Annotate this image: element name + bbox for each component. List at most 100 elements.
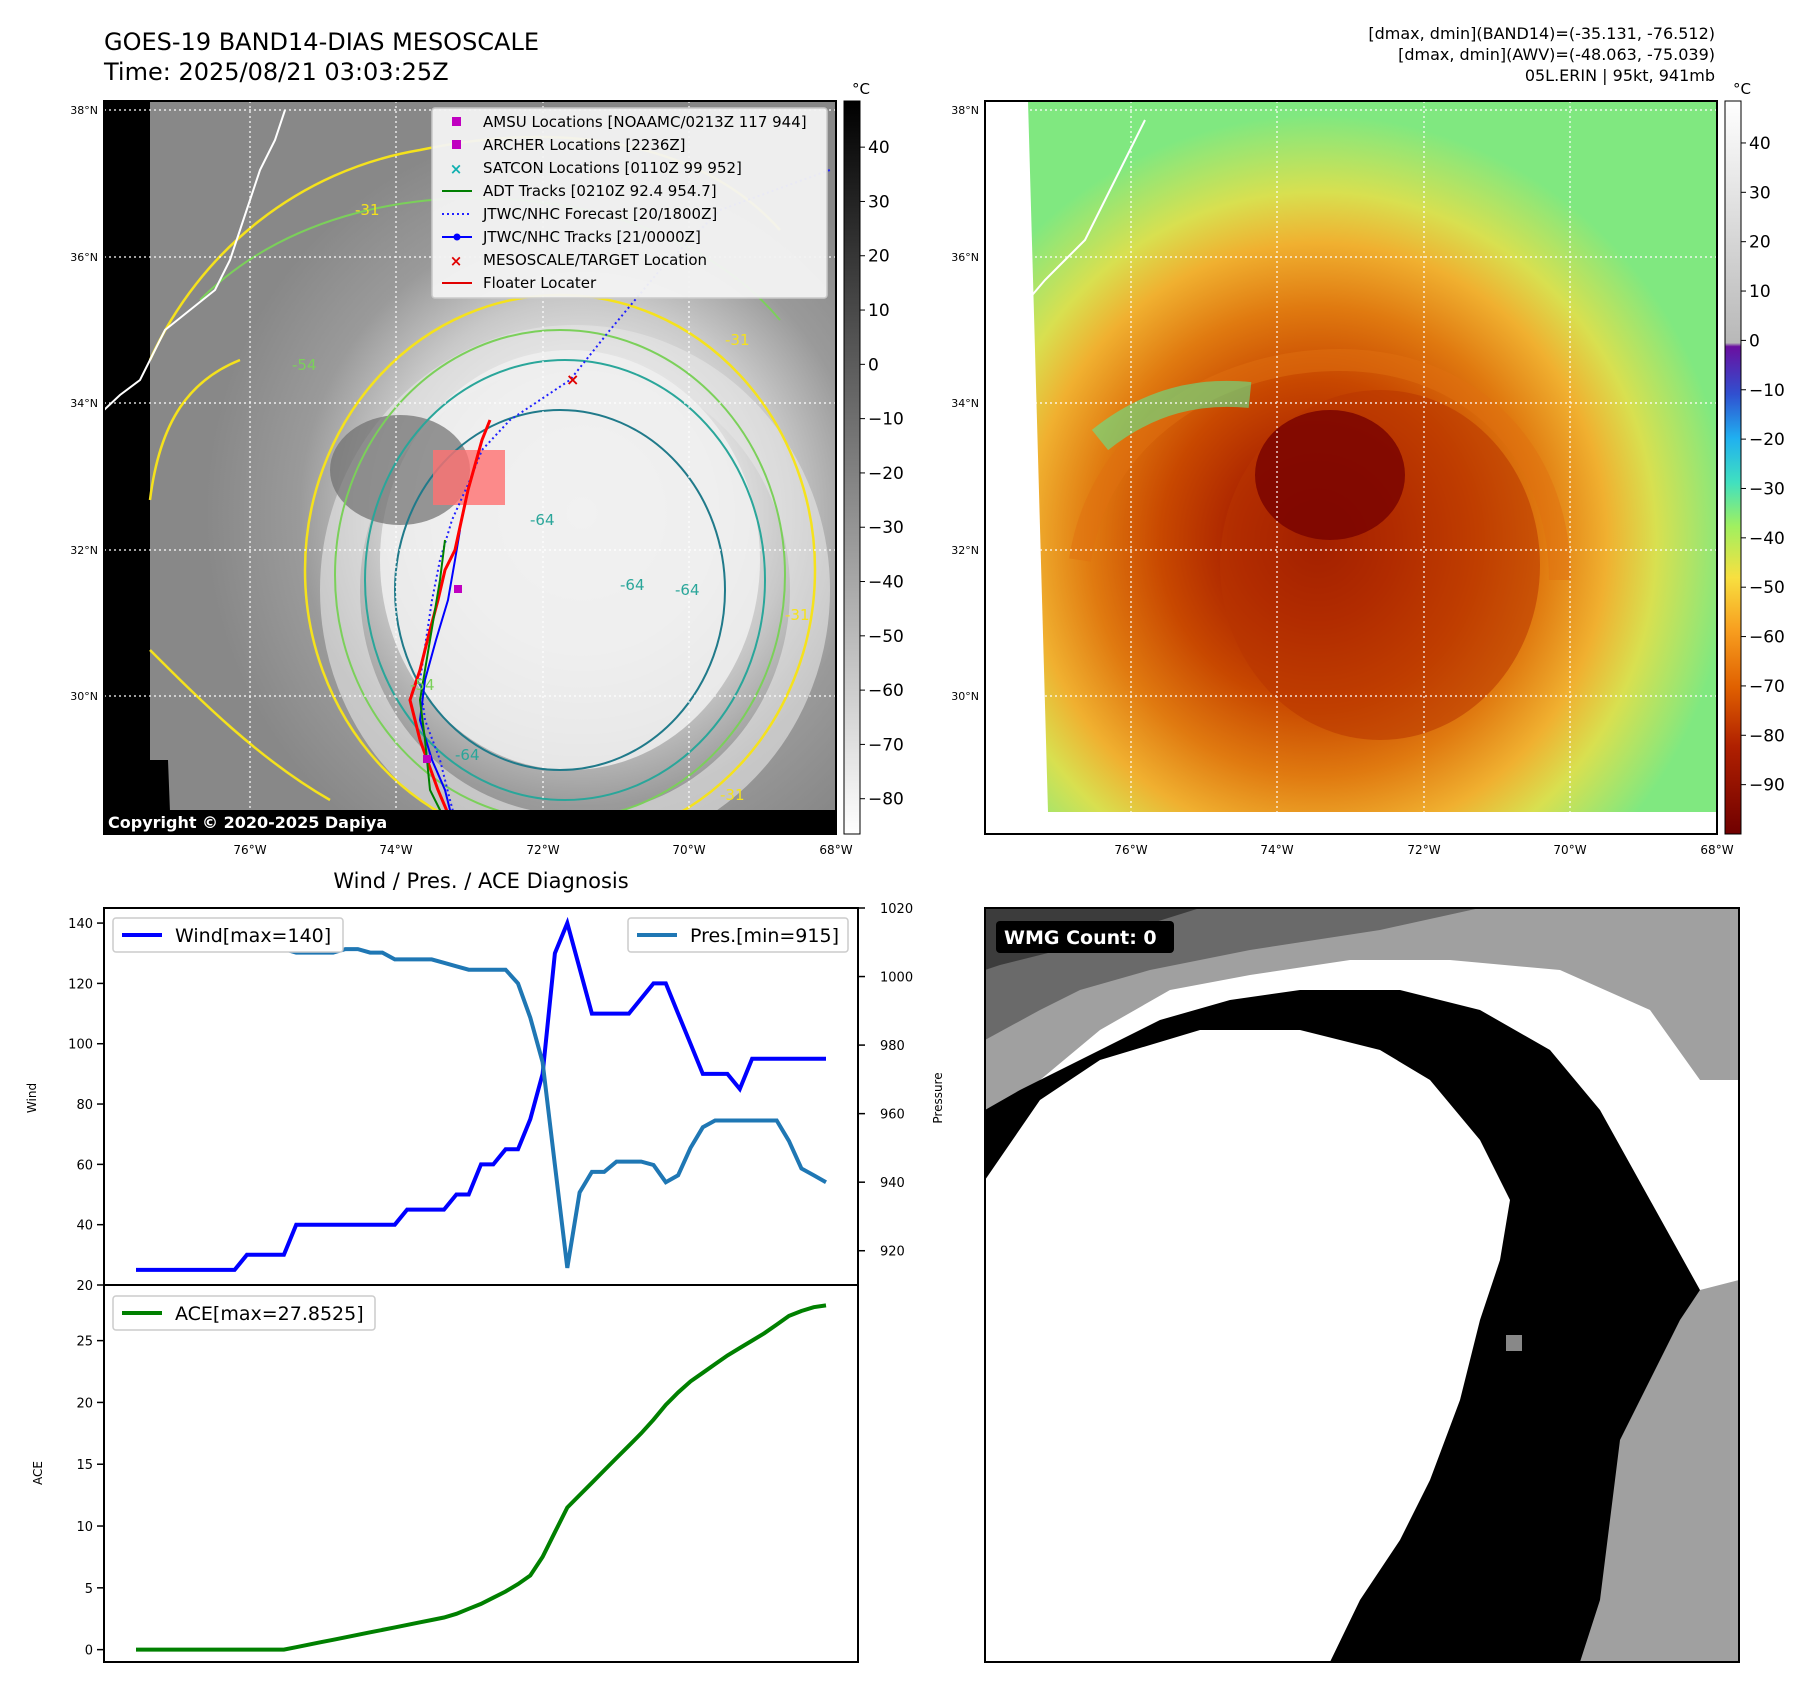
colorbar-tick-label: −10 (868, 410, 904, 430)
lon-tick-label: 74°W (379, 843, 412, 857)
legend-box (431, 107, 828, 299)
archer-marker (454, 585, 462, 593)
lat-tick-label: 36°N (70, 251, 98, 264)
y-right-tick-label: 1000 (880, 971, 913, 986)
awv-coldest-cloud (1255, 410, 1405, 540)
wind-series-line (136, 916, 826, 1272)
ace-legend: ACE[max=27.8525] (112, 1295, 376, 1331)
y-tick-label: 80 (76, 1098, 93, 1113)
ace-series-line (136, 1303, 827, 1652)
colorbar-right (1724, 100, 1742, 835)
colorbar-tick-label: 10 (1749, 282, 1771, 302)
contour-label: -31 (785, 606, 810, 624)
coastline (104, 109, 286, 411)
y-tick-label: 140 (68, 917, 93, 932)
y-right-tick-label: 1020 (880, 902, 913, 917)
floater-box (433, 450, 505, 505)
y-right-tick-label: 960 (880, 1108, 905, 1123)
pressure-legend: Pres.[min=915] (627, 917, 849, 953)
colorbar-tick-label: −20 (1749, 430, 1785, 450)
amsu-marker (423, 755, 431, 763)
y-right-tick-label: 980 (880, 1039, 905, 1054)
pressure-axis-label: Pressure (931, 1072, 945, 1123)
lat-tick-label: 34°N (70, 397, 98, 410)
contour-label: -31 (720, 786, 745, 804)
legend-label: JTWC/NHC Forecast [20/1800Z] (482, 205, 717, 223)
lat-tick-label: 30°N (951, 690, 979, 703)
colorbar-tick-label: −10 (1749, 381, 1785, 401)
legend-label: SATCON Locations [0110Z 99 952] (483, 159, 742, 177)
contour-label: -54 (410, 676, 435, 694)
lon-tick-label: 74°W (1260, 843, 1293, 857)
y-tick-label: 20 (76, 1279, 93, 1294)
y-tick-label: 0 (85, 1644, 93, 1659)
lon-tick-label: 68°W (819, 843, 852, 857)
colorbar-tick-label: 40 (1749, 134, 1771, 154)
chart-title: Wind / Pres. / ACE Diagnosis (333, 869, 628, 893)
colorbar-tick-label: −20 (868, 464, 904, 484)
colorbar-tick-label: −30 (1749, 479, 1785, 499)
colorbar-tick-label: 10 (868, 301, 890, 321)
ir-rainband-outer (320, 325, 830, 834)
forecast-track (418, 169, 831, 831)
contour-label: -54 (292, 356, 317, 374)
colorbar-left-unit: °C (852, 80, 870, 98)
y-right-tick-label: 940 (880, 1176, 905, 1191)
awv-map-frame (984, 100, 1718, 835)
lon-tick-label: 72°W (526, 843, 559, 857)
lat-tick-label: 32°N (951, 544, 979, 557)
colorbar-left (843, 100, 861, 835)
lon-tick-label: 70°W (672, 843, 705, 857)
awv-dry-slot (1091, 380, 1252, 451)
ace-chart: 0 5 10 15 20 25 ACE ACE[max=27.8525] (31, 1284, 859, 1663)
contour-label: -64 (530, 511, 555, 529)
wmg-count-label: WMG Count: 0 (1004, 927, 1157, 949)
legend-label: MESOSCALE/TARGET Location (483, 251, 707, 269)
lon-tick-label: 70°W (1553, 843, 1586, 857)
lat-tick-label: 30°N (70, 690, 98, 703)
ir-cdo (380, 350, 760, 770)
colorbar-tick-label: 20 (868, 247, 890, 267)
colorbar-tick-label: −90 (1749, 776, 1785, 796)
y-tick-label: 5 (85, 1582, 93, 1597)
ace-legend-label: ACE[max=27.8525] (175, 1303, 364, 1325)
colorbar-tick-label: 30 (1749, 183, 1771, 203)
wmg-gray-outer-band (1580, 1280, 1739, 1662)
mesoscale-target-marker: × (566, 370, 579, 389)
contour-label: -64 (675, 581, 700, 599)
copyright-bar (104, 810, 836, 834)
map-legend: AMSU Locations [NOAAMC/0213Z 117 944] ARC… (431, 107, 828, 299)
colorbar-tick-label: −60 (868, 681, 904, 701)
awv-band (1069, 348, 1571, 581)
contour-minus64-outer (364, 359, 766, 801)
lon-tick-label: 76°W (1114, 843, 1147, 857)
y-tick-label: 40 (76, 1219, 93, 1234)
contour-label: -31 (725, 331, 750, 349)
pressure-legend-box (627, 917, 849, 953)
lat-tick-label: 34°N (951, 397, 979, 410)
colorbar-right-unit: °C (1733, 80, 1751, 98)
y-tick-label: 100 (68, 1038, 93, 1053)
colorbar-tick-label: −50 (1749, 578, 1785, 598)
awv-gridlines (985, 101, 1717, 834)
colorbar-tick-label: −40 (868, 573, 904, 593)
legend-label: ARCHER Locations [2236Z] (483, 136, 686, 154)
lat-tick-label: 36°N (951, 251, 979, 264)
colorbar-tick-label: −70 (1749, 677, 1785, 697)
legend-marker (452, 140, 461, 149)
legend-label: ADT Tracks [0210Z 92.4 954.7] (483, 182, 717, 200)
lon-tick-label: 68°W (1700, 843, 1733, 857)
contour-minus64-inner (394, 409, 726, 771)
wind-plot-area (104, 908, 858, 1285)
lat-tick-label: 38°N (70, 104, 98, 117)
wmg-gray-pixel (1506, 1335, 1522, 1351)
legend-label: Floater Locater (483, 274, 597, 292)
colorbar-tick-label: 0 (868, 355, 879, 375)
legend-marker-dot (453, 233, 461, 241)
y-tick-label: 20 (76, 1396, 93, 1411)
ir-map-panel: × -31 -54 -64 -31 -64 -64 -31 -54 -64 -3… (70, 80, 904, 857)
lat-tick-label: 38°N (951, 104, 979, 117)
copyright-text: Copyright © 2020-2025 Dapiya (108, 813, 387, 832)
adt-track (418, 539, 451, 831)
wmg-label-box (996, 921, 1174, 953)
